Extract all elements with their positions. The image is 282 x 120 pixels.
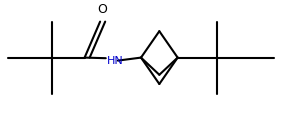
Text: HN: HN (107, 56, 124, 66)
Text: O: O (98, 3, 108, 16)
